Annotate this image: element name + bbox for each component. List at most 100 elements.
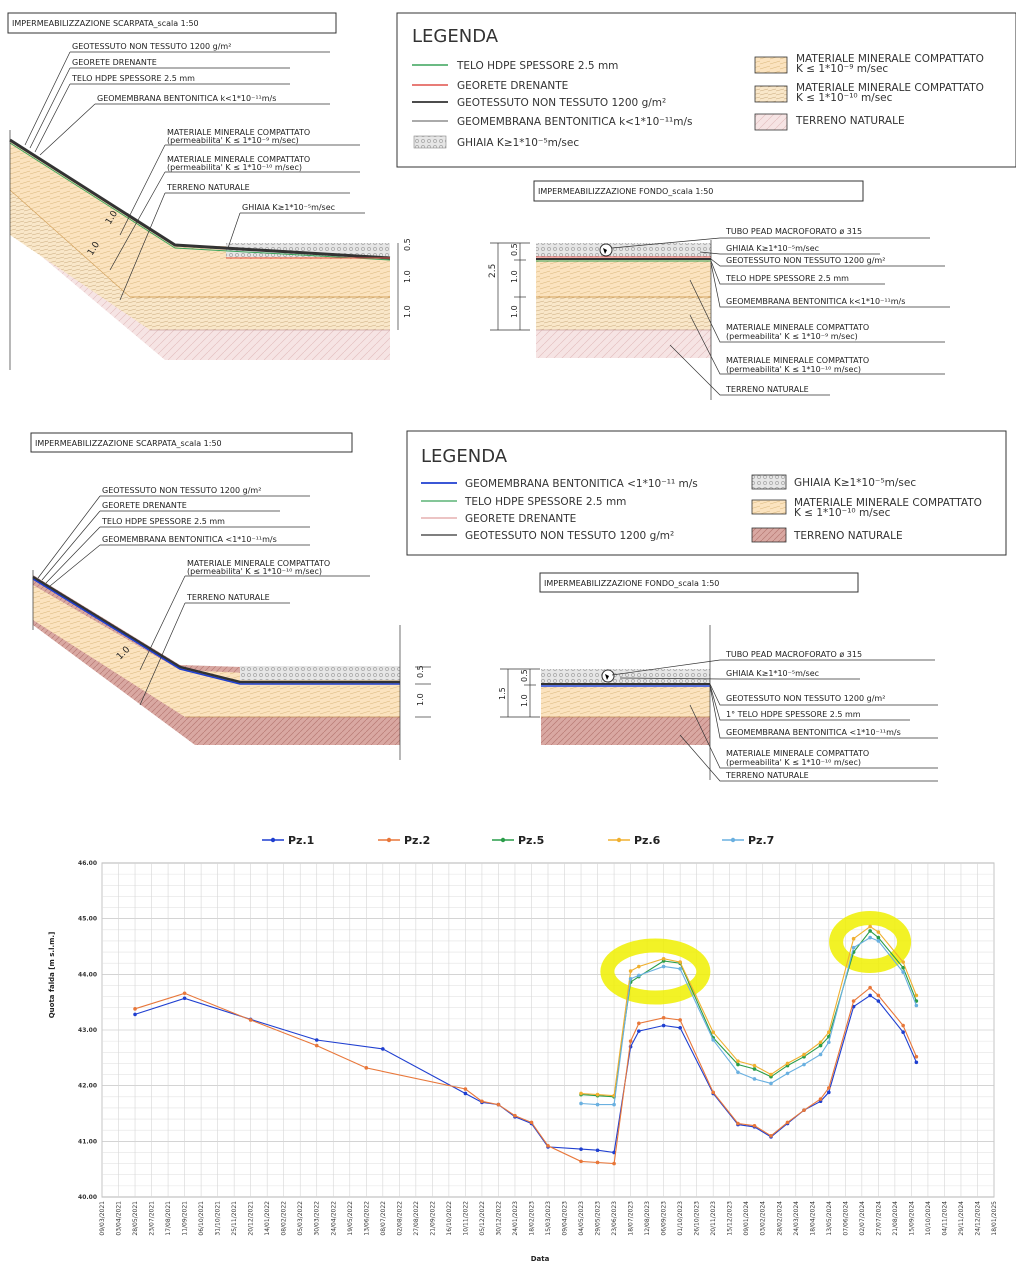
legend-item: TERRENO NATURALE xyxy=(795,115,905,127)
data-point xyxy=(612,1102,616,1107)
data-point xyxy=(736,1070,740,1075)
legend-title: LEGENDA xyxy=(421,446,508,467)
x-tick-label: 09/03/2021 xyxy=(99,1201,106,1236)
data-point xyxy=(868,929,872,933)
data-point xyxy=(637,1029,641,1033)
y-tick-label: 46.00 xyxy=(78,860,97,867)
legend-entry: Pz.1 xyxy=(262,834,314,847)
data-point xyxy=(785,1061,790,1066)
x-axis-label: Data xyxy=(531,1255,550,1263)
dim-label: 1.0 xyxy=(510,305,519,318)
legend-item: MATERIALE MINERALE COMPATTATO xyxy=(796,53,984,65)
dim-label: 1.0 xyxy=(403,270,412,283)
data-point xyxy=(546,1143,550,1148)
label-georete: GEORETE DRENANTE xyxy=(72,58,157,67)
dim-label: 2.5 xyxy=(488,264,498,278)
label-ghiaia: GHIAIA K≥1*10⁻⁵m/sec xyxy=(726,669,819,678)
data-point xyxy=(818,1052,823,1057)
legend-marker xyxy=(500,837,506,843)
data-point xyxy=(827,1090,831,1095)
x-tick-label: 15/09/2024 xyxy=(908,1201,915,1236)
x-tick-label: 23/06/2023 xyxy=(611,1201,618,1236)
legend-label: Pz.5 xyxy=(518,834,544,847)
x-tick-label: 24/12/2024 xyxy=(974,1201,981,1236)
label-bentonitica: GEOMEMBRANA BENTONITICA <1*10⁻¹¹m/s xyxy=(102,535,277,544)
legend-label: Pz.1 xyxy=(288,834,314,847)
label-compattato: MATERIALE MINERALE COMPATTATO xyxy=(726,323,869,332)
x-tick-label: 29/11/2024 xyxy=(958,1201,965,1236)
x-tick-label: 02/07/2024 xyxy=(859,1201,866,1236)
dim-label: 1.5 xyxy=(498,687,507,700)
legend-item: GHIAIA K≥1*10⁻⁵m/sec xyxy=(794,477,916,489)
data-point xyxy=(752,1067,757,1071)
data-point xyxy=(914,993,919,998)
legend-marker xyxy=(270,837,276,843)
data-point xyxy=(637,964,641,969)
legend-item: MATERIALE MINERALE COMPATTATO xyxy=(796,82,984,94)
data-point xyxy=(901,1030,905,1035)
x-tick-label: 16/10/2022 xyxy=(446,1201,453,1236)
label-compattato-10: MATERIALE MINERALE COMPATTATO xyxy=(167,155,310,164)
x-tick-label: 14/01/2022 xyxy=(264,1201,271,1236)
x-tick-label: 19/05/2022 xyxy=(347,1201,354,1236)
legend-label: Pz.2 xyxy=(404,834,430,847)
y-tick-label: 45.00 xyxy=(78,916,97,923)
x-tick-label: 18/01/2025 xyxy=(991,1201,998,1236)
middle-fondo-title: IMPERMEABILIZZAZIONE FONDO_scala 1:50 xyxy=(544,579,719,588)
label-compattato-k: (permeabilita' K ≤ 1*10⁻¹⁰ m/sec) xyxy=(726,365,861,374)
legend-item: TERRENO NATURALE xyxy=(793,530,903,542)
label-georete: GEORETE DRENANTE xyxy=(102,501,187,510)
x-tick-label: 30/12/2022 xyxy=(495,1201,502,1236)
data-point xyxy=(595,1160,600,1165)
label-ghiaia: GHIAIA K≥1*10⁻⁵m/sec xyxy=(242,203,335,212)
data-point xyxy=(529,1120,534,1125)
data-point xyxy=(769,1081,773,1086)
label-hdpe: TELO HDPE SPESSORE 2.5 mm xyxy=(101,517,225,526)
x-tick-label: 27/08/2022 xyxy=(413,1201,420,1236)
data-point xyxy=(133,1012,137,1017)
data-point xyxy=(818,1043,823,1048)
x-tick-label: 27/07/2024 xyxy=(875,1201,882,1236)
data-point xyxy=(595,1148,600,1153)
data-point xyxy=(637,1021,641,1026)
label-geotessuto: GEOTESSUTO NON TESSUTO 1200 g/m² xyxy=(726,256,885,265)
label-terreno: TERRENO NATURALE xyxy=(725,385,809,394)
data-point xyxy=(182,996,187,1001)
x-tick-label: 05/12/2022 xyxy=(479,1201,486,1236)
data-point xyxy=(827,1030,831,1035)
data-point xyxy=(496,1102,501,1107)
x-tick-label: 21/09/2022 xyxy=(429,1201,436,1236)
data-point xyxy=(612,1161,616,1166)
x-tick-label: 26/10/2023 xyxy=(694,1201,701,1236)
data-point xyxy=(661,1015,666,1020)
x-tick-label: 08/07/2022 xyxy=(380,1201,387,1236)
legend-item: TELO HDPE SPESSORE 2.5 mm xyxy=(464,496,626,508)
data-point xyxy=(579,1147,583,1151)
data-point xyxy=(595,1092,600,1097)
label-compattato-9: MATERIALE MINERALE COMPATTATO xyxy=(167,128,310,137)
top-scarpata-section: IMPERMEABILIZZAZIONE SCARPATA_scala 1:50… xyxy=(7,12,412,370)
data-point xyxy=(827,1040,831,1045)
x-tick-label: 15/12/2023 xyxy=(727,1201,734,1236)
data-point xyxy=(901,960,905,964)
label-compattato-10-k: (permeabilita' K ≤ 1*10⁻¹⁰ m/sec) xyxy=(167,163,302,172)
y-tick-label: 43.00 xyxy=(78,1027,97,1034)
legend-item: TELO HDPE SPESSORE 2.5 mm xyxy=(456,60,618,72)
data-point xyxy=(381,1047,385,1051)
data-point xyxy=(661,1023,666,1028)
x-tick-label: 04/05/2023 xyxy=(578,1201,585,1236)
legend-entry: Pz.5 xyxy=(492,834,544,847)
data-point xyxy=(827,1086,831,1090)
geosynthetic-stack xyxy=(9,138,391,260)
legend-item: MATERIALE MINERALE COMPATTATO xyxy=(794,497,982,509)
middle-legend: LEGENDA GEOMEMBRANA BENTONITICA <1*10⁻¹¹… xyxy=(406,430,1007,556)
y-axis-label: Quota falda [m s.l.m.] xyxy=(48,932,56,1019)
x-tick-label: 30/03/2022 xyxy=(314,1201,321,1236)
top-scarpata-title-box xyxy=(7,12,337,34)
data-point xyxy=(752,1063,757,1068)
data-point xyxy=(678,1025,682,1030)
data-point xyxy=(802,1052,806,1057)
data-point xyxy=(914,1054,919,1059)
legend-item: K ≤ 1*10⁻⁹ m/sec xyxy=(796,63,888,75)
x-tick-label: 13/06/2022 xyxy=(363,1201,370,1236)
